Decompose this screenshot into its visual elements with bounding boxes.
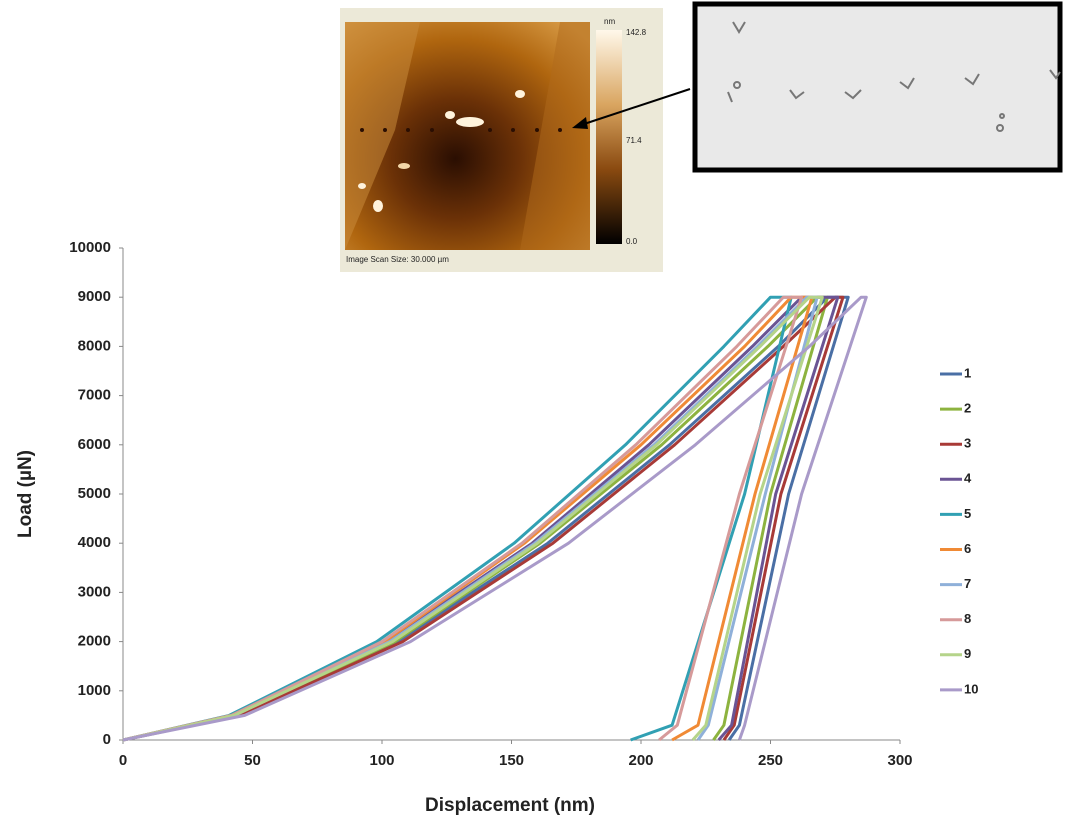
series-line — [123, 297, 802, 740]
legend-label: 6 — [964, 541, 971, 556]
y-tick-label: 4000 — [78, 534, 111, 551]
afm-particle — [456, 117, 484, 127]
y-tick-label: 2000 — [78, 633, 111, 650]
x-tick-label: 300 — [887, 752, 912, 769]
x-tick-label: 100 — [369, 752, 394, 769]
afm-particle — [515, 90, 525, 98]
y-tick-label: 7000 — [78, 387, 111, 404]
scale-unit: nm — [604, 17, 615, 26]
legend-label: 7 — [964, 576, 971, 591]
y-axis-title: Load (µN) — [15, 450, 36, 538]
x-tick-label: 200 — [628, 752, 653, 769]
y-tick-label: 6000 — [78, 436, 111, 453]
y-tick-label: 5000 — [78, 485, 111, 502]
afm-particle — [398, 163, 410, 169]
y-tick-label: 9000 — [78, 288, 111, 305]
x-tick-label: 50 — [244, 752, 261, 769]
afm-particle — [373, 200, 383, 212]
legend-label: 1 — [964, 365, 971, 380]
micrograph — [695, 4, 1060, 170]
legend-label: 4 — [964, 471, 972, 486]
x-tick-label: 0 — [119, 752, 127, 769]
series-line — [123, 297, 817, 740]
x-tick-label: 250 — [758, 752, 783, 769]
legend-label: 2 — [964, 401, 971, 416]
color-scale — [596, 30, 622, 244]
legend-label: 10 — [964, 681, 978, 696]
legend-label: 3 — [964, 436, 971, 451]
afm-particle — [358, 183, 366, 189]
y-tick-label: 3000 — [78, 583, 111, 600]
afm-particle — [445, 111, 455, 119]
scan-size: Image Scan Size: 30.000 µm — [346, 255, 449, 264]
micrograph-frame — [695, 4, 1060, 170]
chart: nm 142.8 71.4 0.0 Image Scan Size: 30.00… — [0, 0, 1065, 822]
x-axis-title: Displacement (nm) — [425, 795, 595, 816]
y-tick-label: 1000 — [78, 682, 111, 699]
x-tick-label: 150 — [499, 752, 524, 769]
y-tick-label: 0 — [103, 731, 111, 748]
legend-label: 5 — [964, 506, 971, 521]
scale-label: 0.0 — [626, 237, 638, 246]
series-line — [123, 297, 838, 740]
legend-label: 9 — [964, 646, 971, 661]
legend-label: 8 — [964, 611, 971, 626]
scale-label: 71.4 — [626, 136, 642, 145]
y-tick-label: 8000 — [78, 337, 111, 354]
y-tick-label: 10000 — [69, 239, 111, 256]
scale-label: 142.8 — [626, 28, 647, 37]
afm-image: nm 142.8 71.4 0.0 Image Scan Size: 30.00… — [340, 8, 663, 272]
